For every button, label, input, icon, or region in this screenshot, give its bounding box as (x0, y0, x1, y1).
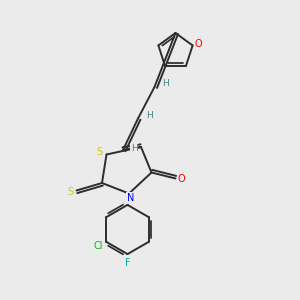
Text: H: H (163, 79, 169, 88)
Text: H: H (131, 144, 138, 153)
Text: Cl: Cl (94, 241, 103, 251)
Text: S: S (97, 146, 103, 157)
Text: N: N (127, 193, 134, 203)
Text: F: F (125, 257, 130, 268)
Text: H: H (146, 111, 153, 120)
Text: S: S (68, 187, 74, 197)
Text: O: O (178, 173, 185, 184)
Text: O: O (194, 39, 202, 49)
